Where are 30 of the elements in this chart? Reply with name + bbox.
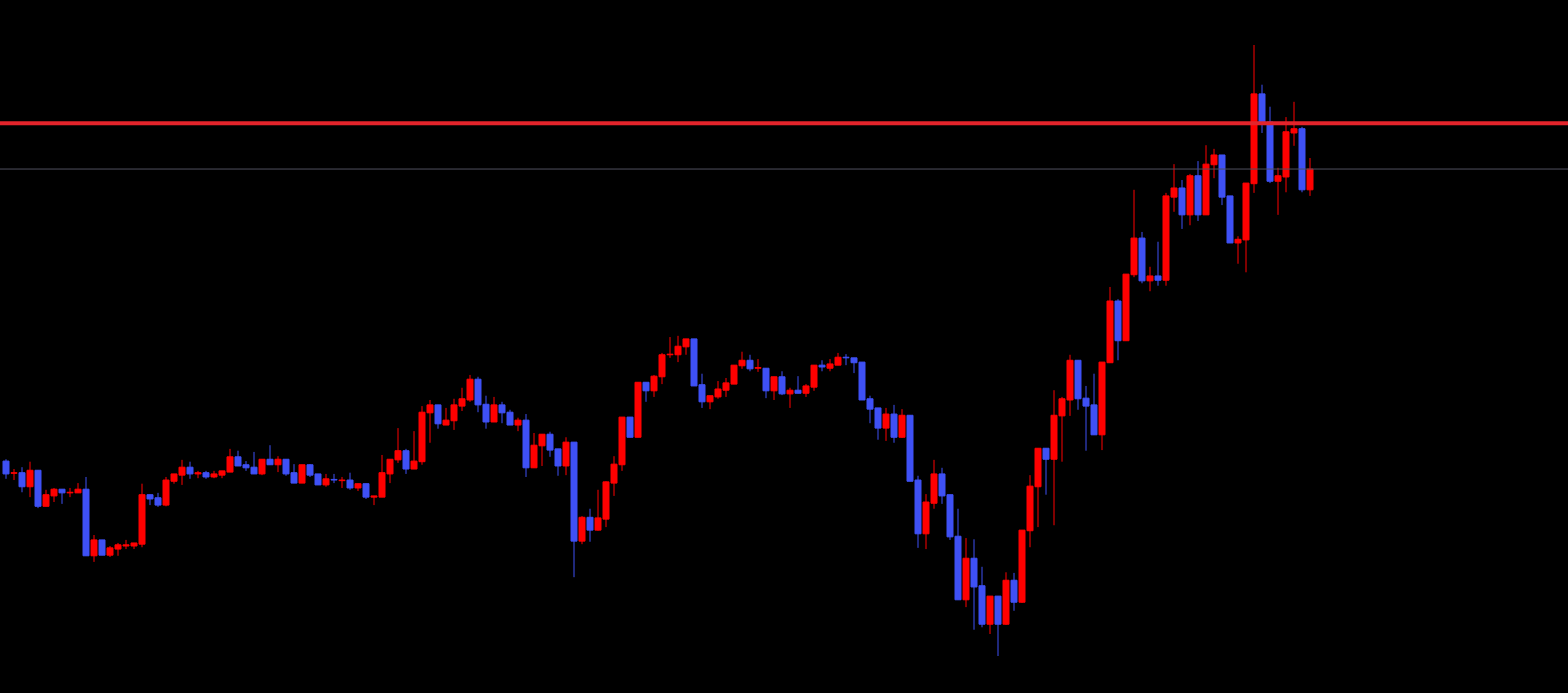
candlestick [2, 458, 10, 480]
candlestick [514, 417, 522, 432]
candlestick [490, 396, 498, 423]
candlestick [634, 381, 642, 438]
candlestick [362, 483, 370, 500]
candlestick [338, 476, 346, 489]
candlestick [1178, 179, 1186, 230]
candlestick [818, 359, 826, 372]
candlestick [58, 488, 66, 505]
candlestick [322, 473, 330, 488]
candlestick [346, 472, 354, 491]
candlestick [402, 448, 410, 475]
candlestick [98, 539, 106, 556]
candlestick [186, 461, 194, 480]
candlestick [330, 473, 338, 484]
candlestick [202, 470, 210, 480]
candlestick [354, 483, 362, 492]
candlestick [10, 468, 18, 481]
candlestick [1154, 241, 1162, 287]
candlestick [298, 464, 306, 484]
candlestick [786, 387, 794, 409]
candlestick [994, 595, 1002, 657]
candlestick [986, 595, 994, 635]
candlestick [626, 416, 634, 438]
candlestick [882, 407, 890, 442]
candlestick [194, 470, 202, 479]
candlestick [1146, 266, 1154, 292]
candlestick [778, 370, 786, 396]
candlestick [754, 358, 762, 373]
candlestick [794, 375, 802, 394]
